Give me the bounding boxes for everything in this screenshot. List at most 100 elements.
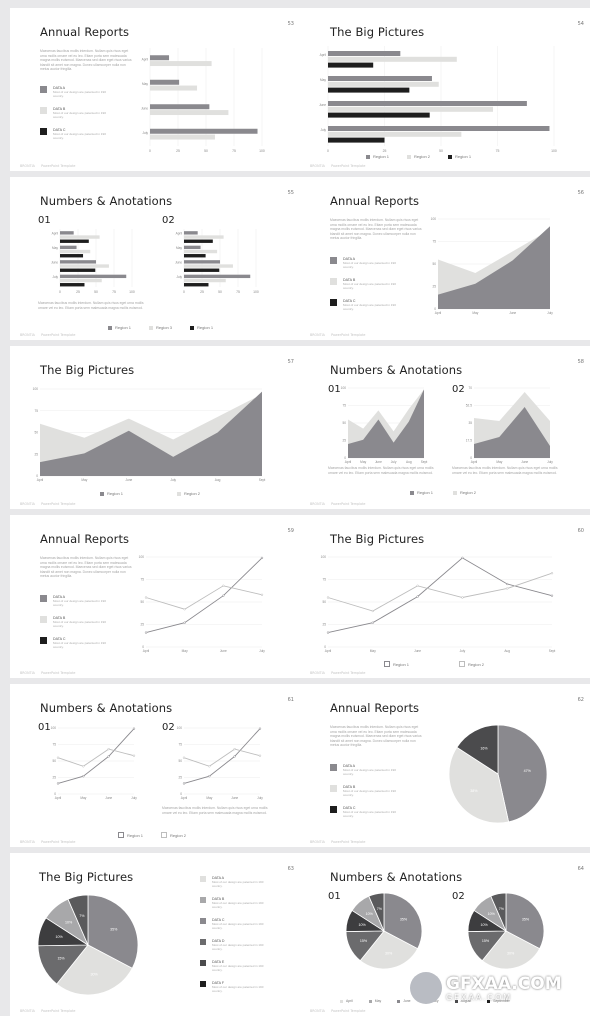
chart-legend: April May June July August September	[340, 999, 510, 1003]
tick-label: 75	[432, 240, 436, 244]
legend-desc: Most of our design are patented in 190 c…	[53, 620, 106, 628]
footer: BRONTIA PowerPoint Template	[20, 671, 76, 675]
tick-label: 0	[470, 456, 472, 460]
tick-label: 0	[344, 456, 346, 460]
bar-chart: 0 25 50 75 100 April May June July	[51, 229, 135, 294]
category-label: May	[496, 460, 502, 464]
pie-chart: 35%30%15%10%10%7%	[345, 892, 423, 970]
slice-label: 47%	[524, 769, 532, 773]
legend-label: Region 1	[455, 154, 472, 159]
data-point	[258, 754, 262, 757]
legend-desc: Most of our design are patented in 190 c…	[343, 789, 396, 797]
legend-desc: Most of our design are patented in 190 c…	[53, 90, 106, 98]
category-label: July	[391, 460, 397, 464]
legend-label: DATA C	[53, 128, 66, 132]
tick-label: 50	[94, 290, 98, 294]
legend-swatch	[330, 257, 337, 264]
category-label: April	[37, 478, 44, 482]
tick-label: 50	[140, 600, 144, 604]
category-label: May	[142, 82, 148, 86]
legend-swatch	[40, 128, 47, 135]
line-series	[183, 728, 261, 784]
tick-label: 0	[434, 307, 436, 311]
legend-swatch	[330, 764, 337, 771]
data-point	[144, 631, 148, 634]
footer: BRONTIA PowerPoint Template	[310, 1009, 366, 1013]
category-label: June	[521, 460, 528, 464]
category-label: Sept	[549, 649, 556, 653]
description: Maecenas faucibus mollis interdum. Nulla…	[328, 466, 434, 475]
slide-63[interactable]: 63 The Big Pictures 35% 30% 15% 10% 10% 7% DA…	[10, 853, 300, 1016]
slide-61[interactable]: 61 Numbers & Anotations 01 02 0 25 50 75 100…	[10, 684, 300, 847]
data-point	[222, 594, 225, 597]
bar	[184, 264, 233, 268]
slide-55[interactable]: 55 Numbers & Anotations 01 02 0 25 50 75 100…	[10, 177, 300, 340]
bar	[328, 101, 527, 106]
tick-label: 0	[180, 792, 182, 796]
data-point	[258, 727, 262, 730]
line-chart: 0 25 50 75 100 April May June July	[139, 555, 266, 653]
tick-label: 70	[468, 386, 472, 390]
legend-label: Region 2	[414, 154, 431, 159]
data-point	[461, 556, 464, 560]
legend-swatch	[448, 154, 453, 159]
category-label: April	[142, 57, 149, 61]
legend-desc: Most of our design are patented in 190 c…	[53, 132, 106, 140]
slide-54[interactable]: 54 The Big Pictures 0 25 50 75 100 April May Ju…	[300, 8, 590, 171]
chart-legend: Region 1 Region 2	[118, 832, 186, 838]
pie-slice	[456, 724, 499, 775]
bar-chart: 0 25 50 75 100 April May June July	[141, 48, 265, 153]
pie-chart: 47% 38% 16%	[448, 724, 548, 824]
line-chart: 0 25 50 75 100 April May June July	[177, 726, 264, 800]
category-label: May	[80, 796, 86, 800]
slide-56[interactable]: 56 Annual Reports Maecenas faucibus moll…	[300, 177, 590, 340]
bar	[328, 87, 410, 93]
section-number: 01	[328, 384, 341, 395]
tick-label: 100	[341, 386, 347, 390]
slide-53[interactable]: 53 Annual Reports Maecenas faucibus moll…	[10, 8, 300, 171]
legend-label: DATA C	[212, 918, 225, 922]
slide-57[interactable]: 57 The Big Pictures 0 25 50 75 100 April May Ju…	[10, 346, 300, 509]
slide-60[interactable]: 60 The Big Pictures 0 25 50 75 100 April May Ju…	[300, 515, 590, 678]
data-point	[182, 782, 186, 785]
category-label: May	[320, 78, 326, 82]
legend-swatch	[384, 661, 390, 667]
pie-slice	[383, 892, 423, 950]
bar	[60, 283, 85, 287]
data-point	[416, 584, 419, 587]
tick-label: 0	[36, 474, 38, 478]
tick-label: 75	[236, 290, 240, 294]
slice-label: 30%	[507, 952, 515, 956]
slide-62[interactable]: 62 Annual Reports Maecenas faucibus moll…	[300, 684, 590, 847]
watermark-text: GFXAA.COM	[446, 974, 562, 994]
category-label: June	[220, 649, 227, 653]
tick-label: 50	[204, 149, 208, 153]
legend-swatch	[40, 86, 47, 93]
category-label: July	[131, 796, 137, 800]
legend-swatch	[200, 939, 206, 945]
tick-label: 50	[342, 421, 346, 425]
category-label: April	[55, 796, 62, 800]
footer: BRONTIA PowerPoint Template	[20, 840, 76, 844]
category-label: June	[231, 796, 238, 800]
tick-label: 75	[140, 578, 144, 582]
bar	[60, 239, 89, 243]
slide-64[interactable]: 64 Numbers & Anotations 01 02 35% 30% 15% 1…	[300, 853, 590, 1016]
tick-label: 17.5	[466, 439, 472, 443]
tick-label: 0	[149, 149, 151, 153]
pie-slice	[505, 892, 545, 950]
legend-swatch	[100, 491, 104, 496]
slide-59[interactable]: 59 Annual Reports Maecenas faucibus moll…	[10, 515, 300, 678]
category-label: April	[181, 796, 188, 800]
legend-label: Region 2	[468, 661, 485, 667]
bar	[328, 81, 439, 87]
slide-title: The Big Pictures	[330, 532, 425, 546]
legend-swatch	[118, 832, 124, 838]
data-point	[183, 608, 186, 611]
slice-label: 30%	[385, 952, 393, 956]
data-point	[326, 596, 330, 599]
chart-legend: Region 1 Region 2	[410, 490, 476, 495]
slide-58[interactable]: 58 Numbers & Anotations 01 02 0 25 50 75 100…	[300, 346, 590, 509]
bar	[328, 62, 374, 68]
slice-label: 10%	[480, 923, 488, 927]
